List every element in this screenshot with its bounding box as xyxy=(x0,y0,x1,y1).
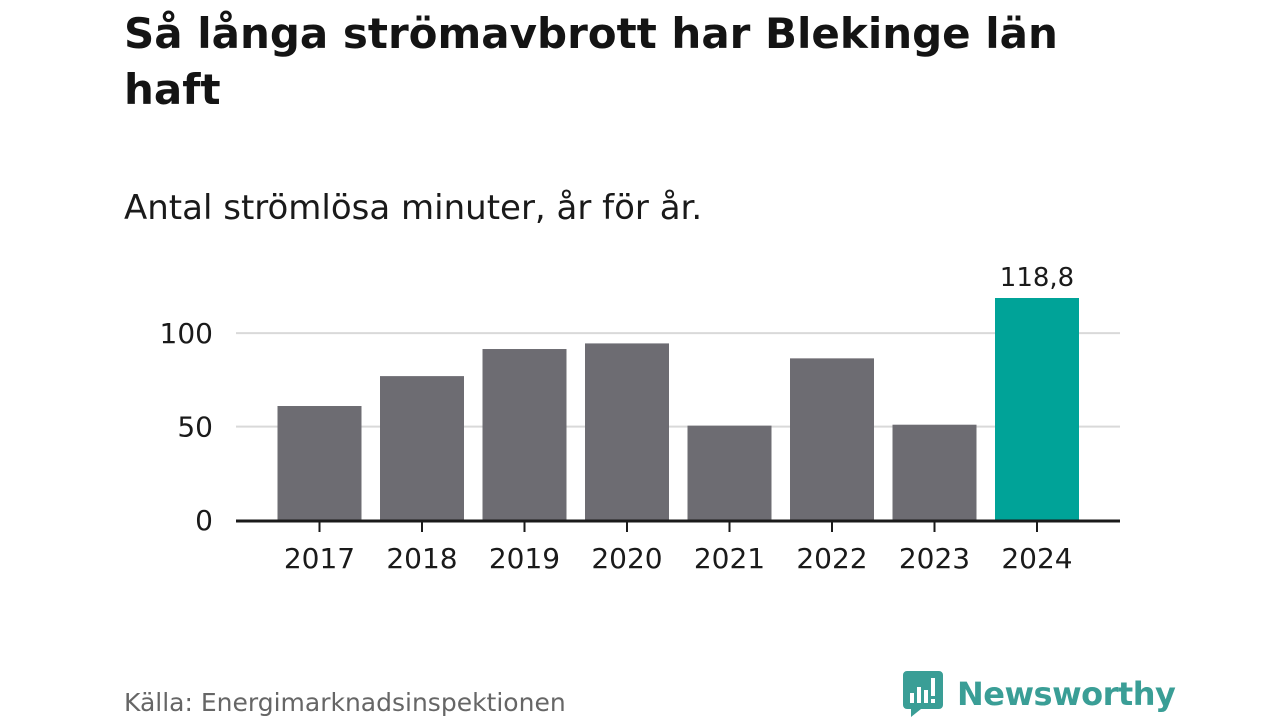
y-tick-label-0: 0 xyxy=(195,504,213,537)
data-labels: 118,8 xyxy=(1000,263,1074,293)
x-tick-label-2019: 2019 xyxy=(489,542,560,575)
bar-2020 xyxy=(585,343,669,520)
bar-chart-speech-bubble-icon xyxy=(903,671,943,717)
source-note: Källa: Energimarknadsinspektionen xyxy=(124,688,566,717)
y-axis-tick-labels: 0 50 100 xyxy=(160,317,213,537)
bar-2017 xyxy=(277,406,362,520)
chart-title: Så långa strömavbrott har Blekinge län h… xyxy=(124,9,1058,114)
brand-logo[interactable]: Newsworthy xyxy=(903,670,1176,718)
bar-2019 xyxy=(482,349,567,520)
x-axis-tick-labels: 2017 2018 2019 2020 2021 2022 2023 2024 xyxy=(284,542,1073,575)
bars xyxy=(277,298,1079,520)
y-tick-label-50: 50 xyxy=(177,411,213,444)
gridlines xyxy=(236,332,1120,428)
bar-2023 xyxy=(892,424,977,520)
x-tick-label-2022: 2022 xyxy=(796,542,867,575)
bar-2018 xyxy=(380,376,464,520)
x-tick-label-2023: 2023 xyxy=(899,542,970,575)
x-axis xyxy=(236,519,1120,532)
y-tick-label-100: 100 xyxy=(160,317,213,350)
bar-2022 xyxy=(790,358,874,520)
x-tick-label-2021: 2021 xyxy=(694,542,765,575)
data-label-2024: 118,8 xyxy=(1000,263,1074,293)
brand-name: Newsworthy xyxy=(957,675,1176,713)
x-tick-label-2020: 2020 xyxy=(591,542,662,575)
bar-2021 xyxy=(687,425,772,520)
bar-2024 xyxy=(995,298,1079,520)
x-tick-label-2024: 2024 xyxy=(1001,542,1072,575)
chart-subtitle: Antal strömlösa minuter, år för år. xyxy=(124,188,703,228)
x-tick-label-2017: 2017 xyxy=(284,542,355,575)
x-tick-label-2018: 2018 xyxy=(386,542,457,575)
